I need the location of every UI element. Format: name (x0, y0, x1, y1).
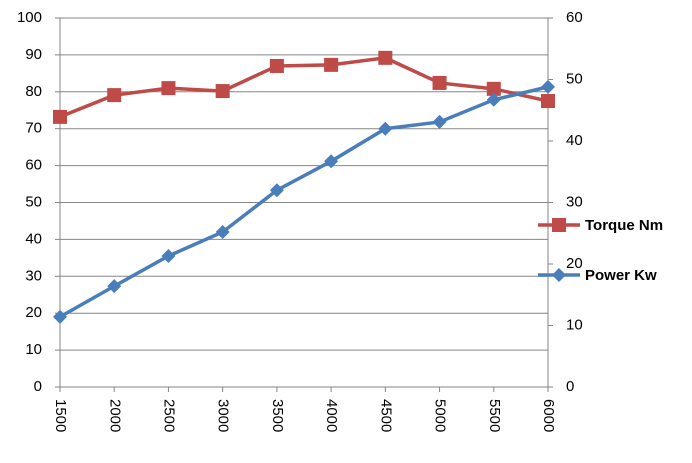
data-point (53, 109, 67, 124)
data-point (53, 309, 67, 324)
data-point (378, 50, 393, 65)
y-tick-label: 0 (34, 378, 42, 395)
data-point (161, 81, 176, 96)
x-tick-label: 3500 (269, 399, 286, 432)
y2-tick-label: 0 (566, 378, 574, 395)
y-tick-label: 100 (17, 9, 42, 26)
y-tick-label: 40 (25, 230, 42, 247)
x-tick-label: 4000 (323, 399, 340, 432)
x-tick-label: 1500 (52, 399, 69, 432)
x-tick-label: 2000 (106, 399, 123, 432)
x-tick-label: 4500 (377, 399, 394, 432)
data-point (269, 58, 284, 73)
x-tick-label: 6000 (540, 399, 557, 432)
data-point (541, 94, 555, 109)
legend-label: Power Kw (585, 267, 657, 284)
data-point (541, 79, 555, 94)
data-point (432, 114, 447, 129)
legend-label: Torque Nm (585, 217, 663, 234)
series-line (59, 85, 549, 319)
y2-tick-label: 50 (566, 70, 583, 87)
y2-tick-label: 30 (566, 193, 583, 210)
data-point (486, 92, 501, 107)
x-tick-label: 2500 (160, 399, 177, 432)
data-point (161, 249, 176, 264)
data-point (432, 75, 447, 90)
y-tick-label: 20 (25, 304, 42, 321)
y2-tick-label: 40 (566, 132, 583, 149)
data-point (324, 57, 339, 72)
data-point (215, 225, 230, 240)
data-point (269, 183, 284, 198)
x-tick-label: 3000 (215, 399, 232, 432)
y2-tick-label: 10 (566, 316, 583, 333)
series-line (59, 56, 549, 119)
legend-marker (552, 268, 566, 282)
data-point (107, 279, 122, 294)
y2-tick-label: 20 (566, 255, 583, 272)
data-point (378, 121, 393, 136)
y-tick-label: 10 (25, 341, 42, 358)
x-tick-label: 5000 (432, 399, 449, 432)
y-tick-label: 70 (25, 120, 42, 137)
y-tick-label: 30 (25, 267, 42, 284)
y2-tick-label: 60 (566, 9, 583, 26)
y-tick-label: 90 (25, 46, 42, 63)
legend-marker (552, 218, 566, 232)
data-point (107, 88, 122, 103)
y-tick-label: 60 (25, 157, 42, 174)
data-point (215, 84, 230, 99)
y-tick-label: 80 (25, 83, 42, 100)
data-point (486, 81, 501, 96)
x-tick-label: 5500 (486, 399, 503, 432)
data-point (324, 154, 339, 169)
y-tick-label: 50 (25, 193, 42, 210)
